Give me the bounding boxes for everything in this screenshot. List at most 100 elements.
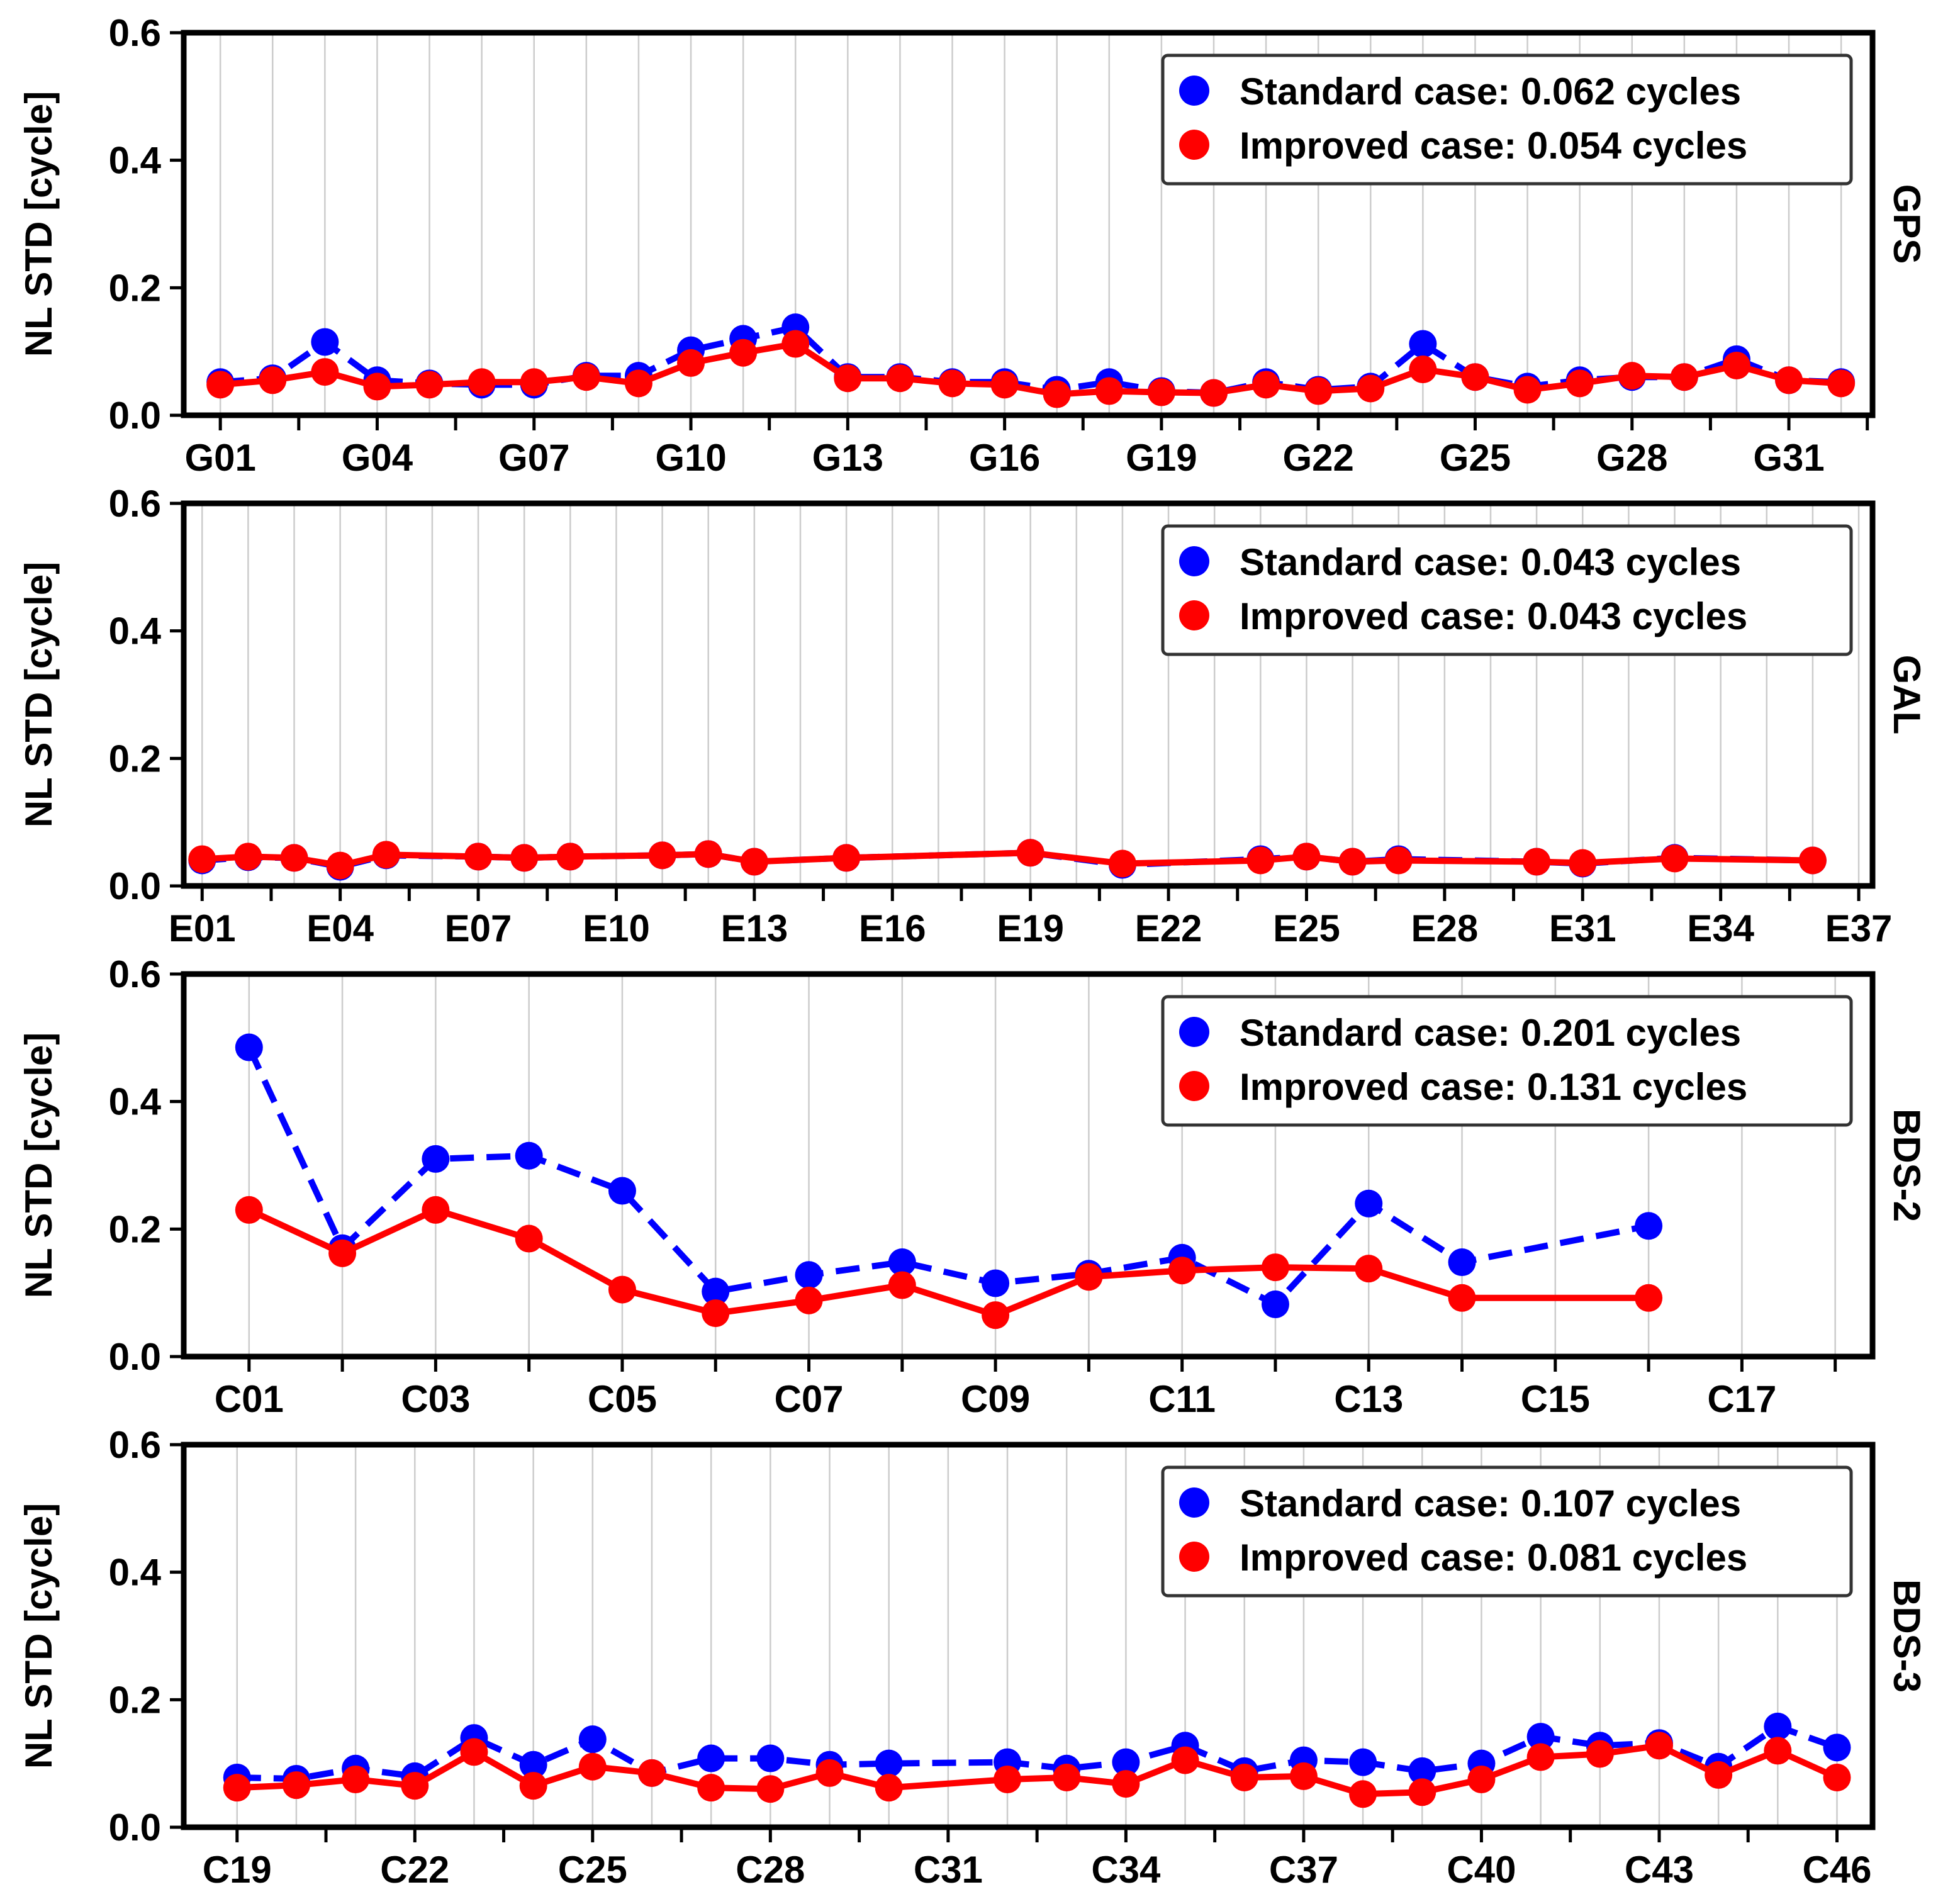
point-standard bbox=[1526, 1723, 1555, 1751]
point-improved bbox=[1199, 379, 1228, 407]
y-tick-label: 0.6 bbox=[109, 1424, 161, 1466]
point-standard bbox=[702, 1277, 730, 1306]
system-label: GAL bbox=[1886, 655, 1928, 735]
x-tick-label: C31 bbox=[914, 1849, 983, 1891]
x-tick-label: G19 bbox=[1126, 437, 1197, 479]
y-tick-label: 0.2 bbox=[109, 1679, 161, 1721]
point-improved bbox=[729, 339, 758, 367]
point-improved bbox=[740, 848, 768, 876]
point-standard bbox=[515, 1141, 543, 1170]
point-improved bbox=[1108, 849, 1136, 878]
point-standard bbox=[608, 1177, 636, 1205]
point-standard bbox=[982, 1269, 1010, 1297]
legend-box bbox=[1161, 524, 1853, 656]
x-tick-label: E19 bbox=[997, 907, 1064, 949]
point-standard bbox=[578, 1725, 607, 1754]
x-tick-label: C25 bbox=[558, 1849, 627, 1891]
point-improved bbox=[1357, 374, 1385, 403]
point-standard bbox=[697, 1744, 725, 1772]
x-tick-label: E31 bbox=[1549, 907, 1616, 949]
point-improved bbox=[1618, 362, 1646, 390]
panel-gal: 0.0 0.2 0.4 0.6 E01 E04 E07 E10 E13 E16 E19 E22 E25 E… bbox=[18, 483, 1928, 949]
point-improved bbox=[697, 1774, 725, 1802]
legend-label-standard: Standard case: 0.062 cycles bbox=[1240, 70, 1741, 113]
point-standard bbox=[1823, 1733, 1851, 1762]
point-improved bbox=[1823, 1763, 1851, 1791]
x-tick-label: C07 bbox=[774, 1378, 843, 1420]
point-standard bbox=[1408, 1757, 1436, 1785]
legend-marker-improved bbox=[1179, 130, 1209, 160]
point-improved bbox=[1635, 1284, 1663, 1312]
legend-marker-standard bbox=[1179, 1017, 1209, 1047]
legend: Standard case: 0.043 cycles Improved case… bbox=[1161, 524, 1853, 656]
point-improved bbox=[1670, 363, 1698, 391]
series-line-standard bbox=[237, 1723, 1839, 1782]
point-improved bbox=[875, 1774, 903, 1802]
x-tick-label: G04 bbox=[342, 437, 413, 479]
point-standard bbox=[1261, 1290, 1289, 1318]
point-improved bbox=[834, 364, 862, 393]
axes-frame bbox=[181, 971, 1876, 1360]
y-tick-label: 0.0 bbox=[109, 395, 161, 437]
x-tick-label: C28 bbox=[736, 1849, 805, 1891]
point-improved bbox=[282, 1771, 310, 1800]
point-improved bbox=[1112, 1770, 1140, 1798]
y-tick-label: 0.6 bbox=[109, 483, 161, 525]
point-improved bbox=[1053, 1763, 1081, 1791]
point-improved bbox=[1513, 376, 1542, 404]
point-improved bbox=[994, 1766, 1022, 1793]
panel-bds-3: 0.0 0.2 0.4 0.6 C19 C22 C25 C28 C31 C34 C37 C40 C43 C… bbox=[18, 1424, 1928, 1891]
x-tick-label: G01 bbox=[184, 437, 255, 479]
point-improved bbox=[206, 371, 235, 399]
y-axis-label: NL STD [cycle] bbox=[18, 1503, 60, 1769]
y-tick-label: 0.4 bbox=[109, 610, 162, 652]
point-improved bbox=[1645, 1732, 1673, 1760]
y-tick-label: 0.0 bbox=[109, 865, 161, 907]
legend-label-improved: Improved case: 0.131 cycles bbox=[1240, 1066, 1747, 1108]
x-tick-label: G22 bbox=[1282, 437, 1353, 479]
legend-label-improved: Improved case: 0.081 cycles bbox=[1240, 1537, 1747, 1579]
point-improved bbox=[648, 841, 676, 870]
point-improved bbox=[1043, 380, 1071, 408]
point-improved bbox=[460, 1738, 488, 1766]
point-improved bbox=[515, 1224, 543, 1253]
point-improved bbox=[1764, 1737, 1792, 1765]
point-improved bbox=[756, 1775, 785, 1803]
point-improved bbox=[1261, 1253, 1289, 1282]
legend: Standard case: 0.201 cycles Improved case… bbox=[1161, 995, 1853, 1127]
point-standard bbox=[1112, 1748, 1140, 1776]
x-tick-label: C15 bbox=[1521, 1378, 1590, 1420]
point-improved bbox=[234, 843, 262, 871]
series-line-improved bbox=[202, 849, 1813, 869]
point-improved bbox=[572, 363, 600, 391]
system-label: BDS-3 bbox=[1886, 1579, 1928, 1693]
point-standard bbox=[1349, 1748, 1377, 1776]
point-improved bbox=[624, 369, 652, 398]
point-improved bbox=[1171, 1746, 1199, 1774]
point-improved bbox=[311, 358, 339, 386]
point-improved bbox=[1338, 848, 1367, 876]
legend-box bbox=[1161, 995, 1853, 1127]
panel-bds-2: 0.0 0.2 0.4 0.6 C01 C03 C05 C07 C09 C11 C13 C15 C17 N… bbox=[18, 953, 1928, 1420]
point-improved bbox=[1075, 1263, 1103, 1291]
point-standard bbox=[888, 1248, 916, 1277]
point-improved bbox=[1384, 846, 1413, 875]
point-improved bbox=[1722, 351, 1750, 379]
y-tick-label: 0.0 bbox=[109, 1806, 161, 1849]
point-improved bbox=[280, 844, 308, 872]
x-tick-label: E10 bbox=[583, 907, 650, 949]
panel-gps: 0.0 0.2 0.4 0.6 G01 G04 G07 G10 G13 G16 G19 G22 G25 G… bbox=[18, 12, 1928, 479]
x-tick-label: E13 bbox=[720, 907, 788, 949]
x-tick-label: C37 bbox=[1269, 1849, 1338, 1891]
x-tick-label: C19 bbox=[203, 1849, 272, 1891]
x-tick-label: C05 bbox=[588, 1378, 657, 1420]
x-tick-label: C17 bbox=[1707, 1378, 1776, 1420]
point-improved bbox=[1409, 356, 1437, 384]
point-improved bbox=[1292, 843, 1321, 871]
point-improved bbox=[328, 1239, 357, 1267]
y-tick-label: 0.4 bbox=[109, 140, 162, 182]
x-tick-label: E16 bbox=[859, 907, 926, 949]
x-tick-label: G13 bbox=[812, 437, 883, 479]
point-improved bbox=[1349, 1780, 1377, 1808]
